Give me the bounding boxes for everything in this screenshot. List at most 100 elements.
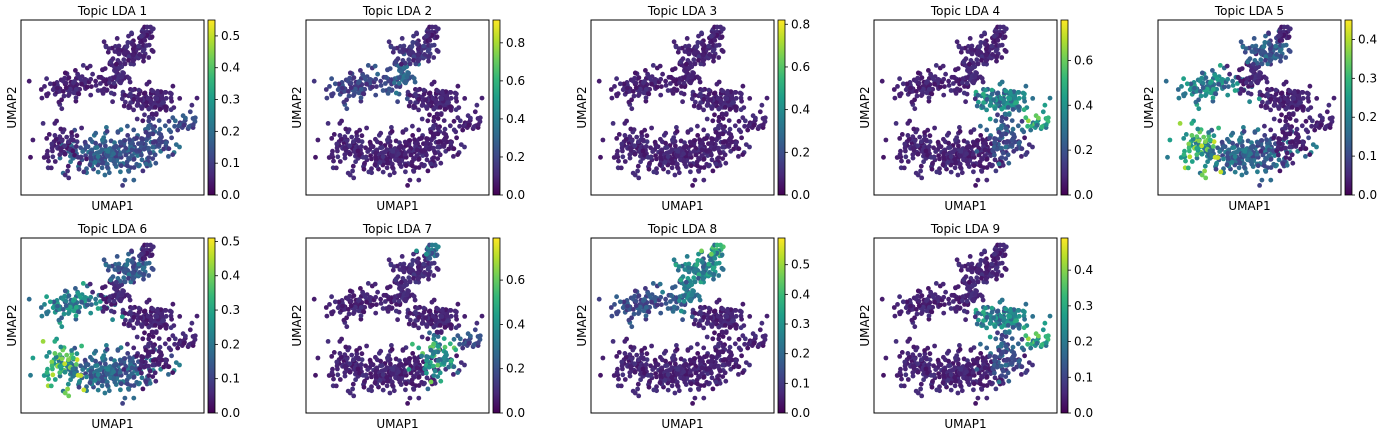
scatter-point <box>139 246 145 252</box>
scatter-point <box>60 388 66 394</box>
scatter-point <box>688 140 694 146</box>
scatter-point <box>988 53 994 59</box>
scatter-point <box>1296 93 1302 99</box>
scatter-point <box>166 345 172 351</box>
scatter-point <box>1290 95 1295 101</box>
scatter-point <box>1279 112 1284 118</box>
scatter-point <box>69 133 75 139</box>
scatter-point <box>421 141 426 147</box>
scatter-point <box>714 100 719 106</box>
scatter-point <box>122 262 128 268</box>
scatter-point <box>423 150 428 156</box>
scatter-point <box>933 149 939 155</box>
scatter-point <box>76 309 82 315</box>
scatter-point <box>1213 164 1218 170</box>
scatter-point <box>444 93 450 99</box>
scatter-point <box>115 130 121 135</box>
scatter-point <box>348 80 354 86</box>
scatter-point <box>64 363 70 369</box>
scatter-point <box>1001 139 1007 145</box>
scatter-point <box>356 86 361 92</box>
scatter-point <box>436 129 442 135</box>
scatter-point <box>126 33 131 39</box>
scatter-point <box>1251 158 1257 164</box>
scatter-point <box>1303 127 1309 133</box>
scatter-point <box>151 347 157 353</box>
scatter-point <box>985 51 990 56</box>
scatter-point <box>356 138 362 144</box>
scatter-point <box>89 84 94 89</box>
scatter-point <box>101 378 106 384</box>
scatter-point <box>69 147 74 153</box>
scatter-point <box>415 99 420 105</box>
scatter-point <box>1289 105 1295 110</box>
scatter-point <box>361 164 366 170</box>
scatter-point <box>697 55 703 60</box>
scatter-point <box>93 150 99 156</box>
scatter-point <box>138 97 144 103</box>
scatter-point <box>50 87 56 93</box>
scatter-point <box>1254 79 1260 84</box>
scatter-point <box>1269 51 1274 56</box>
scatter-point <box>170 115 176 121</box>
scatter-point <box>187 109 193 115</box>
scatter-point <box>1292 96 1298 101</box>
scatter-point <box>971 154 977 160</box>
scatter-point <box>342 86 348 92</box>
scatter-point <box>692 46 698 51</box>
scatter-point <box>139 375 145 381</box>
y-axis-label: UMAP2 <box>5 86 19 128</box>
scatter-point <box>957 88 962 93</box>
scatter-point <box>1252 47 1258 53</box>
scatter-point <box>128 100 134 105</box>
scatter-point <box>61 311 67 317</box>
scatter-point <box>437 129 443 134</box>
scatter-point <box>117 79 123 84</box>
scatter-point <box>1225 136 1230 142</box>
scatter-point <box>940 162 946 168</box>
scatter-point <box>100 285 105 291</box>
scatter-point <box>60 150 66 156</box>
scatter-point <box>58 126 64 132</box>
scatter-point <box>670 139 676 144</box>
scatter-point <box>1012 92 1018 97</box>
scatter-point <box>914 149 920 155</box>
scatter-point <box>692 177 698 183</box>
scatter-point <box>377 152 382 158</box>
scatter-point <box>1210 76 1216 81</box>
scatter-point <box>426 91 432 96</box>
scatter-point <box>28 372 33 378</box>
scatter-point <box>665 169 671 175</box>
scatter-point <box>116 145 121 151</box>
scatter-point <box>1010 103 1015 109</box>
scatter-point <box>915 151 921 157</box>
scatter-point <box>109 62 115 68</box>
scatter-point <box>688 163 694 169</box>
scatter-point <box>974 103 980 109</box>
scatter-point <box>928 88 934 94</box>
scatter-point <box>634 85 640 91</box>
scatter-point <box>74 82 80 87</box>
scatter-point <box>190 340 196 346</box>
scatter-point <box>99 306 104 311</box>
scatter-point <box>451 118 457 124</box>
scatter-point <box>75 289 80 295</box>
scatter-point <box>1209 152 1214 158</box>
scatter-point <box>976 44 981 50</box>
scatter-point <box>152 90 158 96</box>
scatter-point <box>116 149 122 155</box>
scatter-point <box>153 378 159 384</box>
scatter-point <box>67 86 73 92</box>
scatter-point <box>391 170 397 176</box>
scatter-point <box>173 142 179 148</box>
scatter-point <box>1239 155 1245 161</box>
scatter-point <box>118 127 124 132</box>
colorbar-tick-label: 0.3 <box>221 303 240 317</box>
scatter-point <box>691 70 696 76</box>
scatter-point <box>115 49 121 55</box>
scatter-point <box>389 87 395 93</box>
scatter-point <box>998 136 1003 141</box>
scatter-point <box>418 54 424 60</box>
scatter-point <box>168 325 174 331</box>
scatter-point <box>1210 147 1215 153</box>
